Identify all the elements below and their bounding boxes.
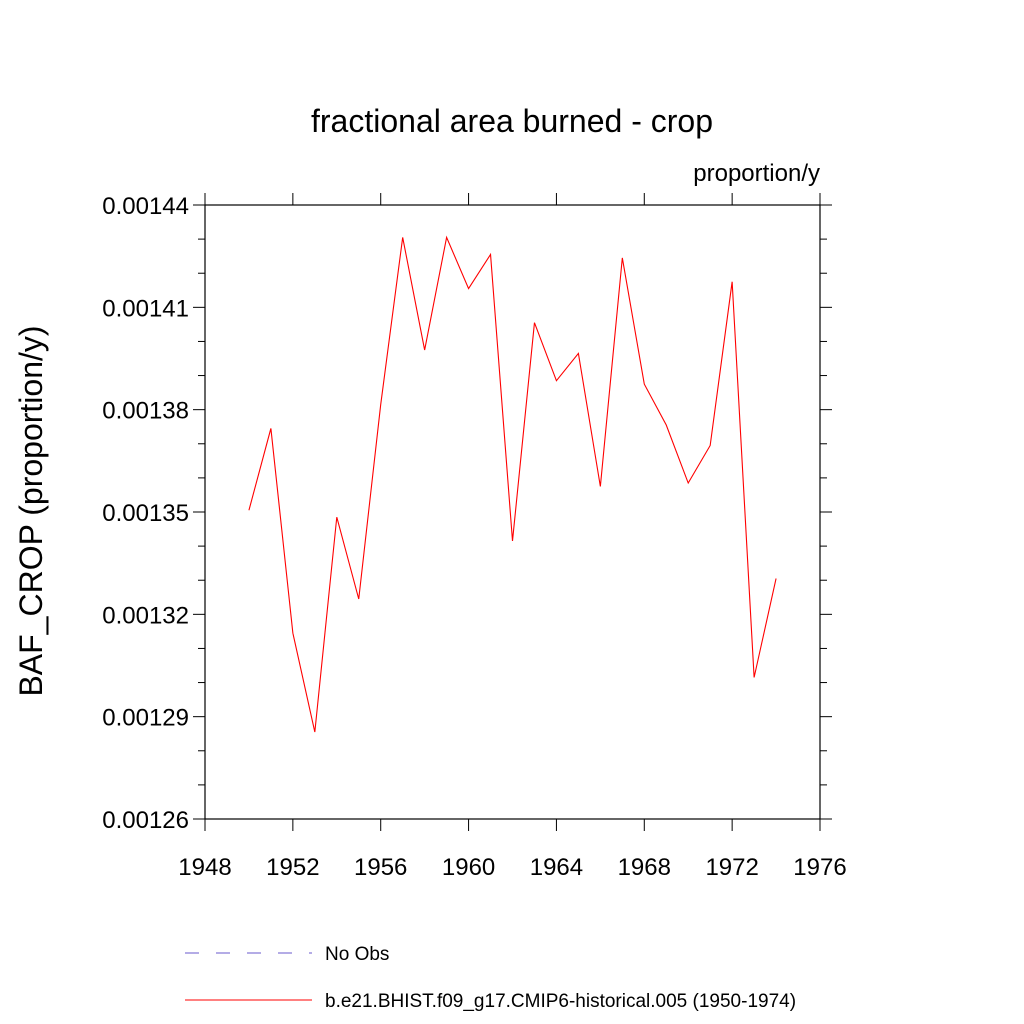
y-tick-label: 0.00141 [102, 295, 189, 322]
x-tick-label: 1976 [793, 854, 846, 881]
y-tick-label: 0.00135 [102, 500, 189, 527]
x-tick-label: 1956 [354, 854, 407, 881]
series-layer [248, 235, 777, 733]
units-label: proportion/y [693, 160, 820, 187]
x-axis: 1948 1952 1956 1960 1964 1968 1972 1976 [178, 193, 847, 881]
plot-frame [204, 204, 821, 820]
legend-label: b.e21.BHIST.f09_g17.CMIP6-historical.005… [325, 991, 796, 1012]
y-tick-label: 0.00132 [102, 602, 189, 629]
x-tick-label: 1952 [266, 854, 319, 881]
y-tick-label: 0.00144 [102, 193, 189, 220]
x-tick-label: 1948 [178, 854, 231, 881]
legend-label: No Obs [325, 944, 389, 965]
series-line [248, 235, 777, 733]
y-axis-label: BAF_CROP (proportion/y) [13, 325, 49, 696]
x-tick-label: 1960 [442, 854, 495, 881]
x-tick-label: 1964 [530, 854, 583, 881]
y-tick-label: 0.00129 [102, 705, 189, 732]
legend: No Obs b.e21.BHIST.f09_g17.CMIP6-historic… [185, 944, 796, 1012]
y-tick-label: 0.00126 [102, 807, 189, 834]
x-tick-label: 1972 [705, 854, 758, 881]
y-tick-label: 0.00138 [102, 398, 189, 425]
x-tick-label: 1968 [618, 854, 671, 881]
y-axis: 0.00126 0.00129 0.00132 0.00135 0.00138 0.001… [102, 193, 832, 834]
chart-title: fractional area burned - crop [311, 103, 713, 139]
